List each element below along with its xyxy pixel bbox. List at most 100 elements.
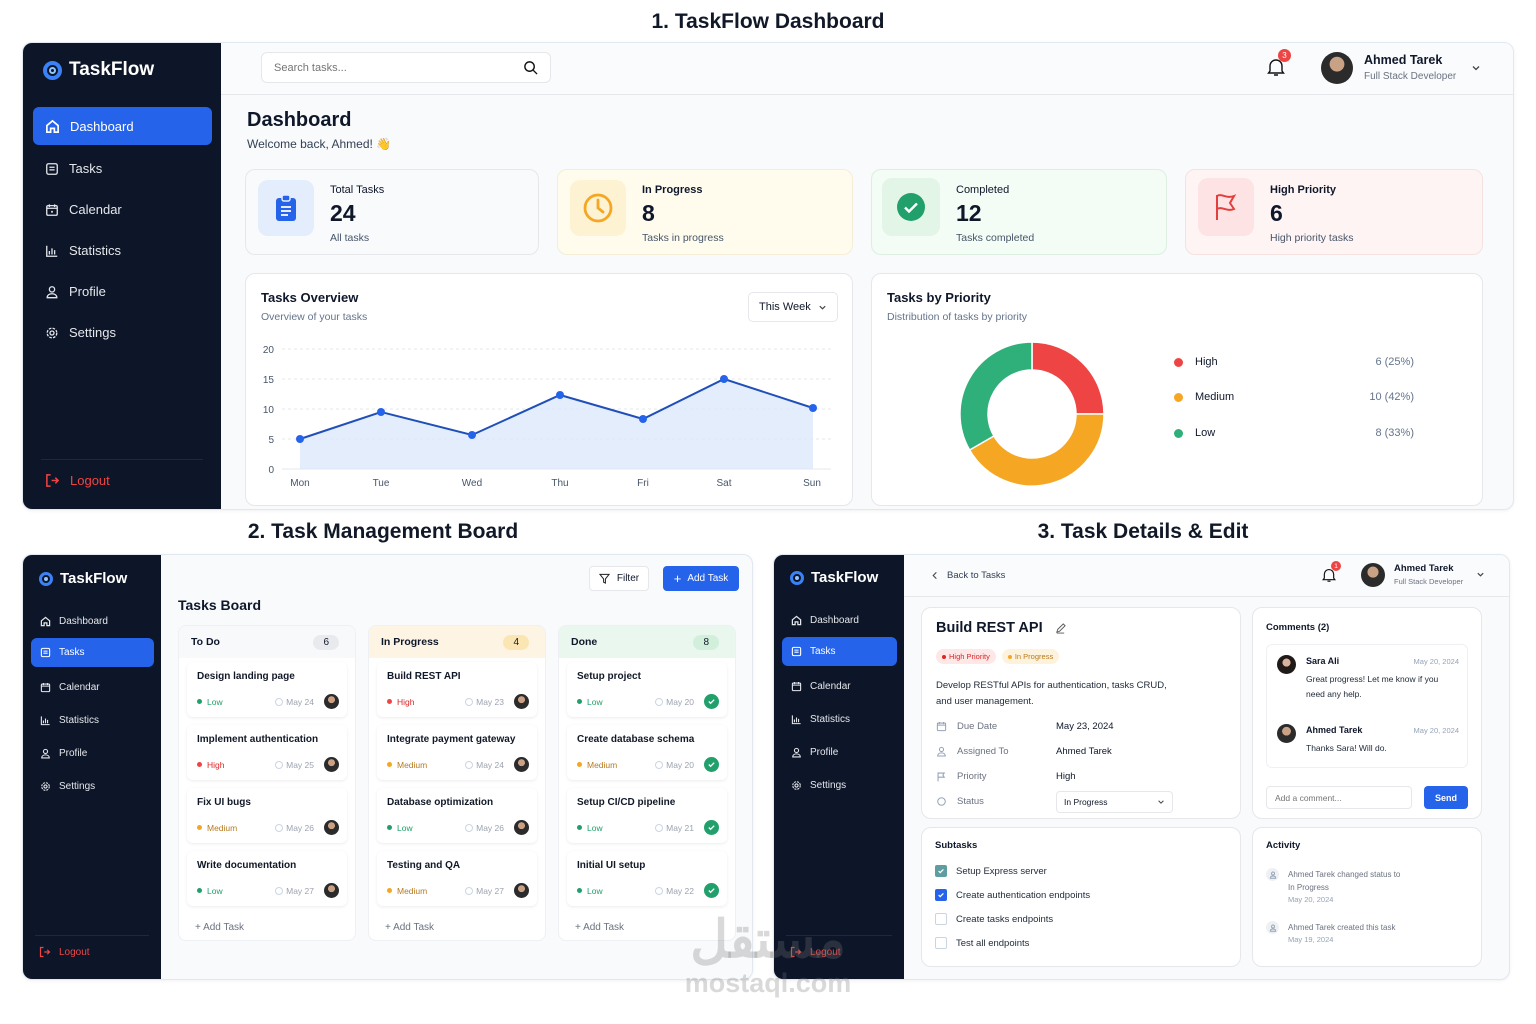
sidebar-item-calendar[interactable]: Calendar (33, 189, 212, 230)
add-task-inline[interactable]: + Add Task (385, 922, 435, 933)
plus-icon: + (673, 571, 682, 586)
sidebar-item-settings[interactable]: Settings (782, 769, 897, 801)
priority-badge: High Priority (936, 649, 996, 664)
due-date: May 27 (465, 886, 504, 896)
task-card[interactable]: Implement authentication High May 25 (187, 725, 347, 780)
add-task-button[interactable]: + Add Task (663, 566, 739, 591)
sidebar-item-tasks[interactable]: Tasks (782, 637, 897, 666)
comment-input[interactable] (1266, 786, 1412, 809)
edit-pencil-icon[interactable] (1055, 622, 1066, 634)
logo-icon (43, 60, 62, 80)
chevron-down-icon[interactable] (1476, 570, 1485, 579)
stat-card-completed[interactable]: Completed 12 Tasks completed (871, 169, 1167, 255)
y-tick: 0 (268, 465, 274, 476)
sidebar-item-statistics[interactable]: Statistics (782, 703, 897, 735)
checkbox-unchecked[interactable] (935, 913, 947, 925)
subtask-item[interactable]: Setup Express server (935, 865, 1090, 877)
sidebar-item-dashboard[interactable]: Dashboard (33, 107, 212, 145)
notification-bell[interactable]: 3 (1267, 49, 1291, 79)
notification-badge: 3 (1278, 49, 1291, 62)
checkbox-checked[interactable] (935, 889, 947, 901)
task-card[interactable]: Initial UI setup Low May 22 (567, 851, 727, 906)
stat-card-high-priority[interactable]: High Priority 6 High priority tasks (1185, 169, 1483, 255)
sidebar-item-calendar[interactable]: Calendar (31, 671, 154, 703)
notification-bell[interactable]: 1 (1322, 561, 1341, 585)
assignee-avatar (324, 757, 339, 772)
search-input[interactable] (274, 61, 523, 74)
user-avatar[interactable] (1321, 52, 1353, 84)
task-card[interactable]: Build REST API High May 23 (377, 662, 537, 717)
logout-button[interactable]: Logout (790, 946, 841, 958)
board-title: Tasks Board (178, 597, 261, 613)
checkbox-unchecked[interactable] (935, 937, 947, 949)
task-card[interactable]: Fix UI bugs Medium May 26 (187, 788, 347, 843)
sidebar-item-tasks[interactable]: Tasks (33, 148, 212, 189)
subtask-item[interactable]: Test all endpoints (935, 937, 1090, 949)
task-card[interactable]: Write documentation Low May 27 (187, 851, 347, 906)
add-task-inline[interactable]: + Add Task (195, 922, 245, 933)
due-date: May 23 (465, 697, 504, 707)
comments-card: Comments (2) Sara Ali May 20, 2024 Great… (1252, 607, 1482, 819)
subtasks-card: Subtasks Setup Express server Create aut… (921, 827, 1241, 967)
welcome-text: Welcome back, Ahmed! 👋 (247, 137, 392, 151)
chevron-down-icon[interactable] (1471, 63, 1481, 73)
task-detail-card: Build REST API High Priority In Progress… (921, 607, 1241, 819)
sidebar-item-statistics[interactable]: Statistics (31, 704, 154, 736)
assignee-avatar (324, 883, 339, 898)
app-logo: TaskFlow (790, 569, 878, 586)
tasks-icon (791, 646, 802, 657)
column-count: 6 (313, 634, 339, 650)
sidebar-item-profile[interactable]: Profile (782, 736, 897, 768)
notification-badge: 1 (1331, 561, 1341, 571)
sidebar-item-tasks[interactable]: Tasks (31, 638, 154, 667)
tasks-by-priority-card: Tasks by Priority Distribution of tasks … (871, 273, 1483, 506)
task-card[interactable]: Design landing page Low May 24 (187, 662, 347, 717)
sidebar-item-settings[interactable]: Settings (31, 770, 154, 802)
user-avatar[interactable] (1361, 563, 1385, 587)
field-due-date: Due Date May 23, 2024 (936, 714, 1226, 739)
svg-text:Fri: Fri (637, 478, 649, 489)
stat-card-in-progress[interactable]: In Progress 8 Tasks in progress (557, 169, 853, 255)
user-icon (792, 747, 801, 758)
back-to-tasks-link[interactable]: Back to Tasks (931, 570, 1005, 581)
subtask-item[interactable]: Create authentication endpoints (935, 889, 1090, 901)
send-button[interactable]: Send (1424, 786, 1468, 809)
search-icon[interactable] (523, 60, 538, 75)
sidebar-item-dashboard[interactable]: Dashboard (31, 605, 154, 637)
task-card[interactable]: Setup project Low May 20 (567, 662, 727, 717)
add-task-inline[interactable]: + Add Task (575, 922, 625, 933)
tasks-icon (46, 162, 58, 175)
field-assigned-to: Assigned To Ahmed Tarek (936, 739, 1226, 764)
sidebar-item-profile[interactable]: Profile (33, 271, 212, 312)
sidebar-item-calendar[interactable]: Calendar (782, 670, 897, 702)
stat-sub: Tasks in progress (642, 232, 724, 244)
assignee-avatar (514, 757, 529, 772)
sidebar: TaskFlow Dashboard Tasks Calendar Statis… (23, 555, 161, 979)
comments-list: Sara Ali May 20, 2024 Great progress! Le… (1266, 644, 1468, 768)
column-count: 4 (503, 634, 529, 650)
sidebar-item-profile[interactable]: Profile (31, 737, 154, 769)
assignee-avatar (514, 820, 529, 835)
logout-button[interactable]: Logout (45, 473, 110, 488)
sidebar-item-dashboard[interactable]: Dashboard (782, 604, 897, 636)
filter-button[interactable]: Filter (589, 566, 649, 591)
checkbox-checked[interactable] (935, 865, 947, 877)
sidebar-item-settings[interactable]: Settings (33, 312, 212, 353)
sidebar-item-statistics[interactable]: Statistics (33, 230, 212, 271)
logout-button[interactable]: Logout (39, 946, 90, 958)
task-card[interactable]: Integrate payment gateway Medium May 24 (377, 725, 537, 780)
stat-card-total[interactable]: Total Tasks 24 All tasks (245, 169, 539, 255)
svg-text:Sun: Sun (803, 478, 821, 489)
range-dropdown[interactable]: This Week (748, 292, 838, 322)
task-card[interactable]: Setup CI/CD pipeline Low May 21 (567, 788, 727, 843)
sidebar-item-label: Tasks (69, 161, 103, 176)
status-select[interactable]: In Progress (1056, 790, 1173, 813)
search-box[interactable] (261, 52, 551, 83)
activity-item: Ahmed Tarek changed status to In Progres… (1266, 868, 1471, 904)
task-card[interactable]: Create database schema Medium May 20 (567, 725, 727, 780)
commenter-avatar (1277, 724, 1296, 743)
stat-value: 12 (956, 200, 982, 226)
subtask-item[interactable]: Create tasks endpoints (935, 913, 1090, 925)
task-card[interactable]: Testing and QA Medium May 27 (377, 851, 537, 906)
task-card[interactable]: Database optimization Low May 26 (377, 788, 537, 843)
